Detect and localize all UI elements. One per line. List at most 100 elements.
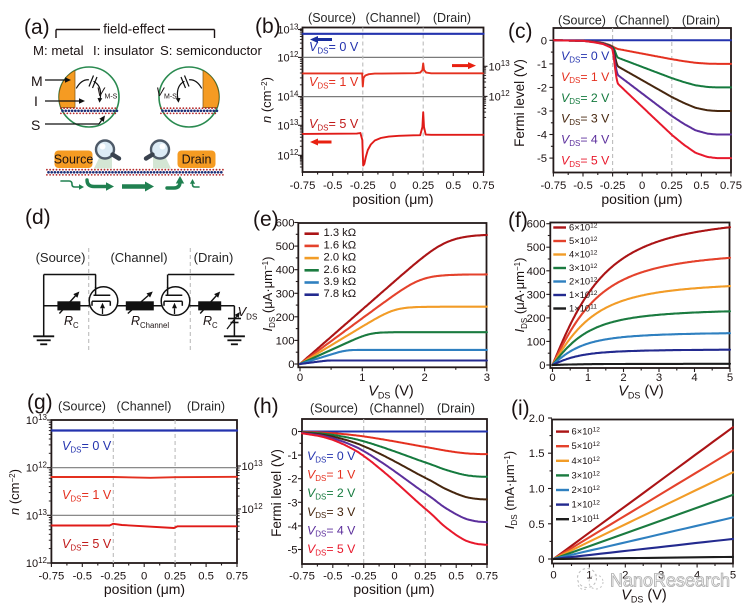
svg-text:6×1012: 6×1012 <box>572 426 601 437</box>
svg-text:400: 400 <box>276 265 295 277</box>
svg-text:position (μm): position (μm) <box>601 191 682 207</box>
svg-text:1×1011: 1×1011 <box>572 513 600 524</box>
svg-text:VDS= 5 V: VDS= 5 V <box>62 537 112 552</box>
svg-text:-2: -2 <box>537 82 547 94</box>
svg-text:VDS= 4 V: VDS= 4 V <box>307 523 356 538</box>
svg-text:RC: RC <box>203 314 218 330</box>
svg-text:2: 2 <box>620 372 626 384</box>
svg-text:2.0: 2.0 <box>529 413 545 425</box>
svg-text:2: 2 <box>421 372 427 384</box>
svg-text:VDS= 1 V: VDS= 1 V <box>561 70 610 85</box>
svg-text:(Channel): (Channel) <box>110 250 167 265</box>
svg-text:I: insulator: I: insulator <box>93 43 154 58</box>
svg-text:VDS= 1 V: VDS= 1 V <box>309 75 359 90</box>
svg-text:(b): (b) <box>255 15 281 38</box>
svg-text:IDS (μA·μm−1): IDS (μA·μm−1) <box>260 257 277 332</box>
svg-text:I: I <box>34 93 38 109</box>
svg-text:VDS (V): VDS (V) <box>368 384 414 401</box>
svg-text:3: 3 <box>484 372 490 384</box>
svg-text:Fermi level (V): Fermi level (V) <box>512 59 527 147</box>
svg-text:(Channel): (Channel) <box>366 11 421 25</box>
svg-text:-5: -5 <box>537 153 547 165</box>
svg-text:1: 1 <box>586 570 592 582</box>
svg-text:VDS= 0 V: VDS= 0 V <box>307 449 356 464</box>
svg-text:3: 3 <box>656 372 662 384</box>
svg-text:0: 0 <box>639 180 645 192</box>
svg-text:-0.5: -0.5 <box>573 180 592 192</box>
svg-text:5: 5 <box>727 372 733 384</box>
svg-text:RC: RC <box>64 314 79 330</box>
svg-text:0: 0 <box>391 571 397 583</box>
svg-text:-0.5: -0.5 <box>73 571 92 583</box>
svg-text:-0.25: -0.25 <box>351 571 377 583</box>
svg-text:(e): (e) <box>253 208 279 231</box>
svg-text:S: S <box>31 117 40 133</box>
svg-text:-1: -1 <box>537 59 547 71</box>
svg-text:NanoResearch: NanoResearch <box>610 571 730 591</box>
svg-text:400: 400 <box>527 266 546 278</box>
svg-text:-0.25: -0.25 <box>350 180 376 192</box>
svg-text:VDS= 4 V: VDS= 4 V <box>561 133 610 148</box>
svg-text:4: 4 <box>694 570 700 582</box>
svg-text:-1: -1 <box>287 450 297 462</box>
svg-text:position (μm): position (μm) <box>104 581 185 597</box>
svg-text:(i): (i) <box>511 397 530 420</box>
svg-text:VDS= 2 V: VDS= 2 V <box>561 91 610 106</box>
svg-text:0.5: 0.5 <box>448 571 464 583</box>
svg-text:VDS (V): VDS (V) <box>618 384 664 401</box>
svg-text:0.25: 0.25 <box>414 571 436 583</box>
svg-text:600: 600 <box>527 219 546 231</box>
svg-text:500: 500 <box>276 241 295 253</box>
svg-text:(g): (g) <box>27 391 53 414</box>
svg-text:-0.5: -0.5 <box>323 571 342 583</box>
svg-text:-0.75: -0.75 <box>289 571 315 583</box>
svg-text:0.75: 0.75 <box>720 180 742 192</box>
svg-text:5: 5 <box>730 570 736 582</box>
svg-text:-4: -4 <box>287 521 297 533</box>
svg-text:7.8 kΩ: 7.8 kΩ <box>324 288 357 300</box>
svg-text:VDS: VDS <box>238 304 258 322</box>
svg-text:200: 200 <box>527 313 546 325</box>
svg-text:VDS= 3 V: VDS= 3 V <box>561 112 610 127</box>
svg-text:-0.75: -0.75 <box>541 180 567 192</box>
svg-text:(Drain): (Drain) <box>433 11 471 25</box>
svg-text:0.75: 0.75 <box>226 571 248 583</box>
svg-text:field-effect: field-effect <box>103 22 165 37</box>
svg-text:(Drain): (Drain) <box>682 14 720 28</box>
svg-text:1×1012: 1×1012 <box>569 289 598 300</box>
svg-text:0: 0 <box>390 180 396 192</box>
svg-text:M: metal: M: metal <box>33 43 84 58</box>
svg-text:1×1012: 1×1012 <box>572 499 601 510</box>
svg-text:100: 100 <box>276 335 295 347</box>
svg-text:2×1012: 2×1012 <box>572 484 601 495</box>
svg-text:IDS (mA·μm−1): IDS (mA·μm−1) <box>502 451 519 529</box>
svg-text:-2: -2 <box>287 474 297 486</box>
svg-text:(d): (d) <box>25 206 51 229</box>
svg-text:VDS= 0 V: VDS= 0 V <box>62 439 112 454</box>
svg-text:-4: -4 <box>537 130 547 142</box>
svg-text:VDS= 3 V: VDS= 3 V <box>307 505 356 520</box>
svg-text:3×1012: 3×1012 <box>569 262 598 273</box>
svg-text:VDS= 0 V: VDS= 0 V <box>561 49 610 64</box>
svg-text:200: 200 <box>276 312 295 324</box>
svg-text:-0.25: -0.25 <box>600 180 626 192</box>
svg-text:0.25: 0.25 <box>164 571 186 583</box>
svg-text:0.5: 0.5 <box>694 180 710 192</box>
svg-text:0.75: 0.75 <box>473 180 495 192</box>
svg-text:-0.5: -0.5 <box>323 180 342 192</box>
svg-text:(Source): (Source) <box>58 400 106 414</box>
svg-text:VM-S: VM-S <box>97 85 118 101</box>
svg-text:0: 0 <box>297 372 303 384</box>
svg-text:VDS= 1 V: VDS= 1 V <box>307 468 356 483</box>
svg-text:VDS= 5 V: VDS= 5 V <box>561 154 610 169</box>
svg-text:0: 0 <box>539 360 545 372</box>
svg-text:(Source): (Source) <box>310 402 358 416</box>
svg-text:(Source): (Source) <box>558 14 606 28</box>
svg-text:100: 100 <box>527 336 546 348</box>
svg-text:IDS (μA·μm−1): IDS (μA·μm−1) <box>512 258 529 333</box>
svg-text:VDS= 5 V: VDS= 5 V <box>307 542 356 557</box>
svg-text:5×1012: 5×1012 <box>572 440 601 451</box>
svg-text:0: 0 <box>550 570 556 582</box>
svg-text:(Drain): (Drain) <box>187 400 225 414</box>
svg-text:(f): (f) <box>508 209 528 232</box>
